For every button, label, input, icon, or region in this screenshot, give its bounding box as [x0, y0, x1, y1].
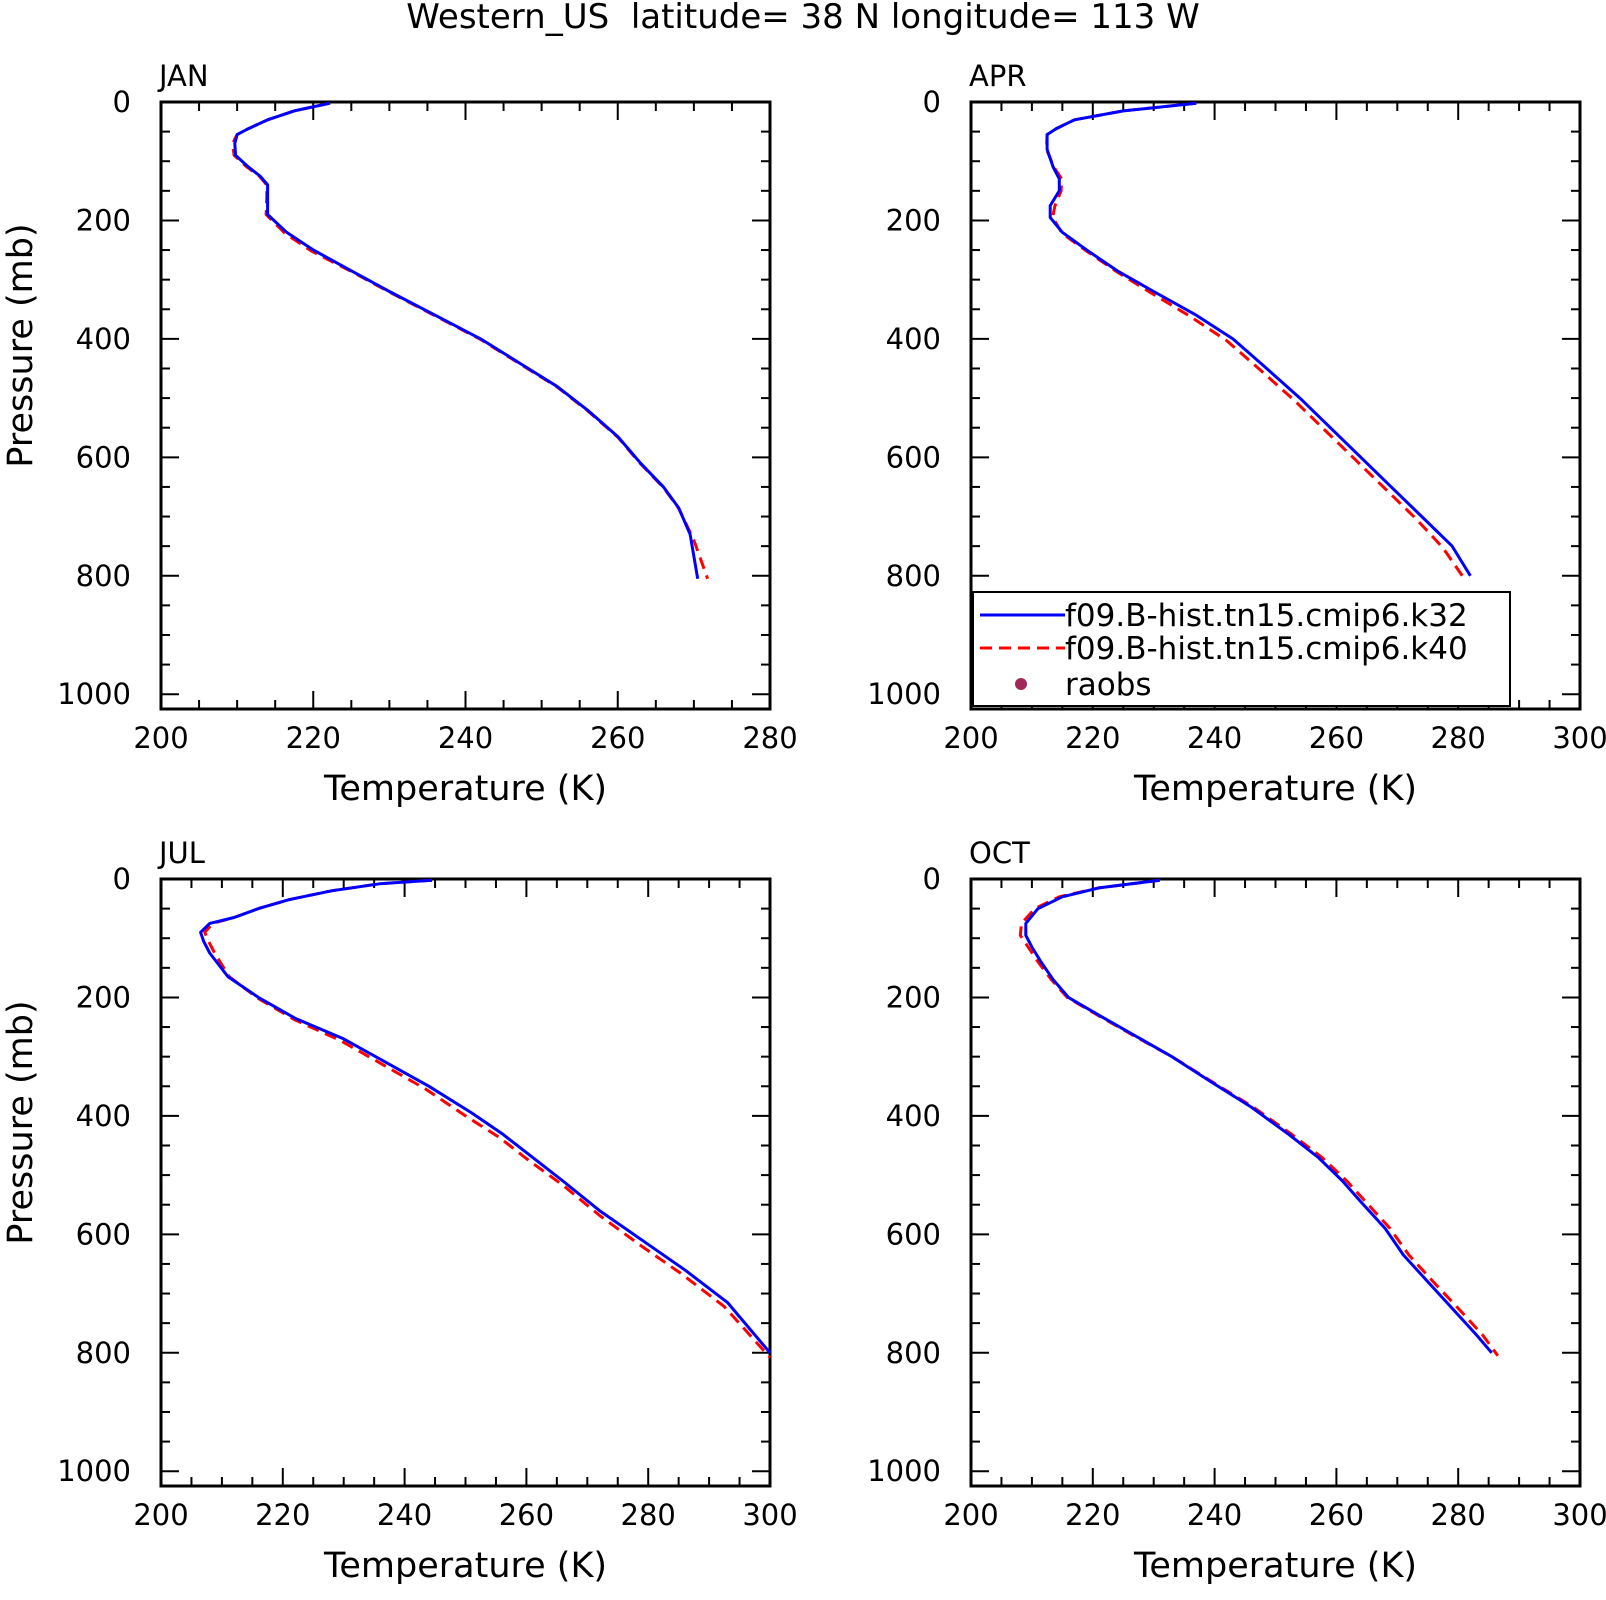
x-tick-label: 220	[1065, 721, 1120, 755]
legend-label: raobs	[1065, 667, 1152, 703]
y-tick-label: 1000	[867, 1454, 941, 1488]
y-tick-label: 600	[886, 440, 941, 474]
series-line-k40	[203, 878, 772, 1359]
y-tick-label: 400	[886, 1099, 941, 1133]
series-line-k32	[1045, 101, 1472, 577]
y-tick-label: 800	[886, 1336, 941, 1370]
y-tick-label: 400	[76, 1099, 131, 1133]
x-tick-label: 240	[1187, 721, 1242, 755]
y-tick-label: 200	[76, 203, 131, 237]
legend-label: f09.B-hist.tn15.cmip6.k40	[1065, 631, 1468, 667]
y-tick-label: 200	[76, 980, 131, 1014]
x-axis-label: Temperature (K)	[323, 1546, 607, 1586]
y-tick-label: 1000	[867, 677, 941, 711]
x-tick-label: 280	[621, 1498, 676, 1532]
x-tick-label: 240	[377, 1498, 432, 1532]
y-tick-label: 0	[923, 862, 941, 896]
x-tick-label: 200	[943, 721, 998, 755]
legend-swatch-marker	[1015, 678, 1027, 690]
y-tick-label: 800	[76, 1336, 131, 1370]
y-tick-label: 200	[886, 980, 941, 1014]
panel-label: APR	[969, 59, 1026, 93]
y-tick-label: 0	[113, 862, 131, 896]
panel-jul: 200 220 240 260 280 300 0 200 400 600 800 1000 JUL Te…	[1, 836, 798, 1586]
x-tick-label: 220	[255, 1498, 310, 1532]
x-tick-label: 280	[1431, 1498, 1486, 1532]
y-tick-label: 0	[113, 85, 131, 119]
series-line-k40	[1018, 878, 1500, 1357]
series-line-k32	[233, 101, 700, 579]
x-tick-label: 300	[742, 1498, 797, 1532]
x-tick-label: 260	[1309, 1498, 1364, 1532]
legend-label: f09.B-hist.tn15.cmip6.k32	[1065, 598, 1468, 634]
x-tick-label: 300	[1552, 1498, 1606, 1532]
panel-jan: 200 220 240 260 280 0 200 400 600 800 1000 JAN Tempe…	[1, 59, 798, 809]
y-tick-label: 600	[76, 440, 131, 474]
y-tick-label: 600	[886, 1217, 941, 1251]
plot-frame	[969, 877, 1582, 1488]
panel-label: OCT	[969, 836, 1030, 870]
figure-title: Western_US latitude= 38 N longitude= 113…	[406, 0, 1199, 37]
y-axis-label: Pressure (mb)	[1, 223, 41, 467]
y-axis-label: Pressure (mb)	[1, 1000, 41, 1244]
series-line-k32	[1024, 878, 1493, 1354]
x-axis-label: Temperature (K)	[1133, 769, 1417, 809]
x-tick-label: 220	[1065, 1498, 1120, 1532]
x-tick-label: 280	[1431, 721, 1486, 755]
y-tick-label: 1000	[57, 1454, 131, 1488]
x-tick-label: 300	[1552, 721, 1606, 755]
x-axis-label: Temperature (K)	[1133, 1546, 1417, 1586]
x-tick-label: 260	[1309, 721, 1364, 755]
x-tick-label: 200	[943, 1498, 998, 1532]
y-tick-label: 600	[76, 1217, 131, 1251]
x-axis-label: Temperature (K)	[323, 769, 607, 809]
panel-oct: 200 220 240 260 280 300 0 200 400 600 800 1000 OCT Te…	[867, 836, 1606, 1586]
series-line-k32	[199, 878, 772, 1354]
x-tick-label: 240	[1187, 1498, 1242, 1532]
y-tick-label: 0	[923, 85, 941, 119]
series-line-k40	[231, 101, 710, 580]
x-tick-label: 260	[590, 721, 645, 755]
y-tick-label: 400	[76, 322, 131, 356]
series-line-k40	[1045, 101, 1466, 580]
x-tick-label: 240	[438, 721, 493, 755]
y-tick-label: 800	[76, 559, 131, 593]
y-tick-label: 1000	[57, 677, 131, 711]
plot-frame	[159, 877, 772, 1488]
panel-label: JUL	[157, 836, 205, 870]
x-tick-label: 220	[286, 721, 341, 755]
x-tick-label: 200	[133, 721, 188, 755]
legend: f09.B-hist.tn15.cmip6.k32f09.B-hist.tn15…	[972, 591, 1511, 707]
x-tick-label: 280	[742, 721, 797, 755]
y-tick-label: 400	[886, 322, 941, 356]
panel-label: JAN	[157, 59, 209, 93]
plot-frame	[159, 100, 772, 711]
x-tick-label: 260	[499, 1498, 554, 1532]
panel-apr: 200 220 240 260 280 300 0 200 400 600 800 1000 APR Te…	[867, 59, 1606, 809]
y-tick-label: 200	[886, 203, 941, 237]
y-tick-label: 800	[886, 559, 941, 593]
x-tick-label: 200	[133, 1498, 188, 1532]
